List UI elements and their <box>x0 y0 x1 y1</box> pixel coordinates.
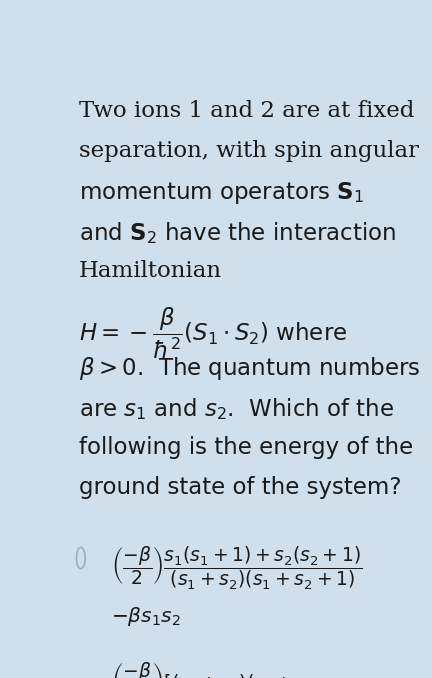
Text: separation, with spin angular: separation, with spin angular <box>79 140 419 162</box>
Text: and $\mathbf{S}_2$ have the interaction: and $\mathbf{S}_2$ have the interaction <box>79 220 396 246</box>
Text: $H = -\dfrac{\beta}{\hbar^2}(S_1 \cdot S_2)$ where: $H = -\dfrac{\beta}{\hbar^2}(S_1 \cdot S… <box>79 306 347 361</box>
Text: $-\beta s_1 s_2$: $-\beta s_1 s_2$ <box>111 605 181 628</box>
Text: ground state of the system?: ground state of the system? <box>79 476 402 499</box>
Text: momentum operators $\mathbf{S}_1$: momentum operators $\mathbf{S}_1$ <box>79 180 364 206</box>
Text: Two ions 1 and 2 are at fixed: Two ions 1 and 2 are at fixed <box>79 100 414 121</box>
Text: $\left(\dfrac{-\beta}{2}\right)\dfrac{s_1(s_1+1)+s_2(s_2+1)}{(s_1+s_2)(s_1+s_2+1: $\left(\dfrac{-\beta}{2}\right)\dfrac{s_… <box>111 545 362 592</box>
Text: are $s_1$ and $s_2$.  Which of the: are $s_1$ and $s_2$. Which of the <box>79 396 394 422</box>
Text: $\left(\dfrac{-\beta}{2}\right)[(s_1 + s_2)(s_1 +$: $\left(\dfrac{-\beta}{2}\right)[(s_1 + s… <box>111 660 291 678</box>
Text: $\beta$$>$0.  The quantum numbers: $\beta$$>$0. The quantum numbers <box>79 355 421 382</box>
Text: Hamiltonian: Hamiltonian <box>79 260 222 283</box>
Text: following is the energy of the: following is the energy of the <box>79 436 413 459</box>
